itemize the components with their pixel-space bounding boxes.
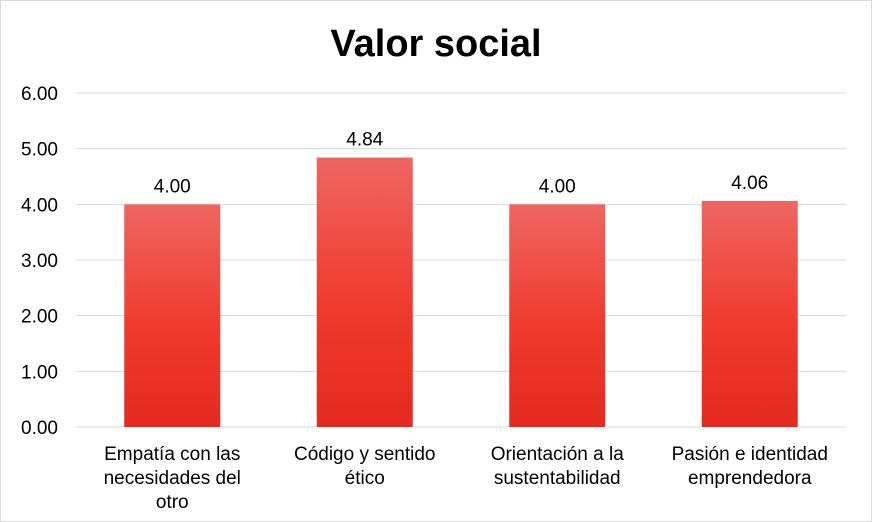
- chart-title: Valor social: [330, 23, 541, 65]
- y-tick-label: 6.00: [21, 84, 58, 105]
- y-tick-label: 3.00: [21, 251, 58, 272]
- category-label-line: otro: [156, 492, 189, 513]
- category-label-line: emprendedora: [688, 468, 812, 489]
- category-label-line: Código y sentido: [294, 444, 436, 465]
- category-label-line: Empatía con las: [104, 444, 240, 465]
- category-label-line: Orientación a la: [491, 444, 625, 465]
- category-label-line: sustentabilidad: [494, 468, 621, 489]
- category-label: Código y sentido ético: [294, 444, 436, 489]
- category-label-line: Pasión e identidad: [672, 444, 828, 465]
- category-label: Orientación a la sustentabilidad: [491, 444, 625, 489]
- bar: [701, 200, 798, 427]
- y-tick-label: 2.00: [21, 307, 58, 328]
- bars: [124, 157, 798, 427]
- category-labels: Empatía con las necesidades del otro Código…: [104, 444, 828, 513]
- bar: [124, 204, 221, 427]
- data-label: 4.00: [154, 176, 191, 197]
- category-label: Pasión e identidad emprendedora: [672, 444, 828, 489]
- y-tick-label: 4.00: [21, 195, 58, 216]
- category-label: Empatía con las necesidades del otro: [104, 444, 241, 513]
- y-tick-label: 5.00: [21, 140, 58, 161]
- y-tick-label: 1.00: [21, 362, 58, 383]
- data-label: 4.06: [731, 173, 768, 194]
- data-label: 4.00: [539, 176, 576, 197]
- data-label: 4.84: [346, 130, 383, 151]
- y-tick-label: 0.00: [21, 418, 58, 439]
- data-labels: 4.00 4.84 4.00 4.06: [154, 130, 768, 198]
- y-axis-ticks: 0.00 1.00 2.00 3.00 4.00 5.00 6.00: [21, 84, 58, 439]
- category-label-line: ético: [345, 468, 385, 489]
- category-label-line: necesidades del: [104, 468, 241, 489]
- bar: [316, 157, 413, 427]
- bar: [509, 204, 606, 427]
